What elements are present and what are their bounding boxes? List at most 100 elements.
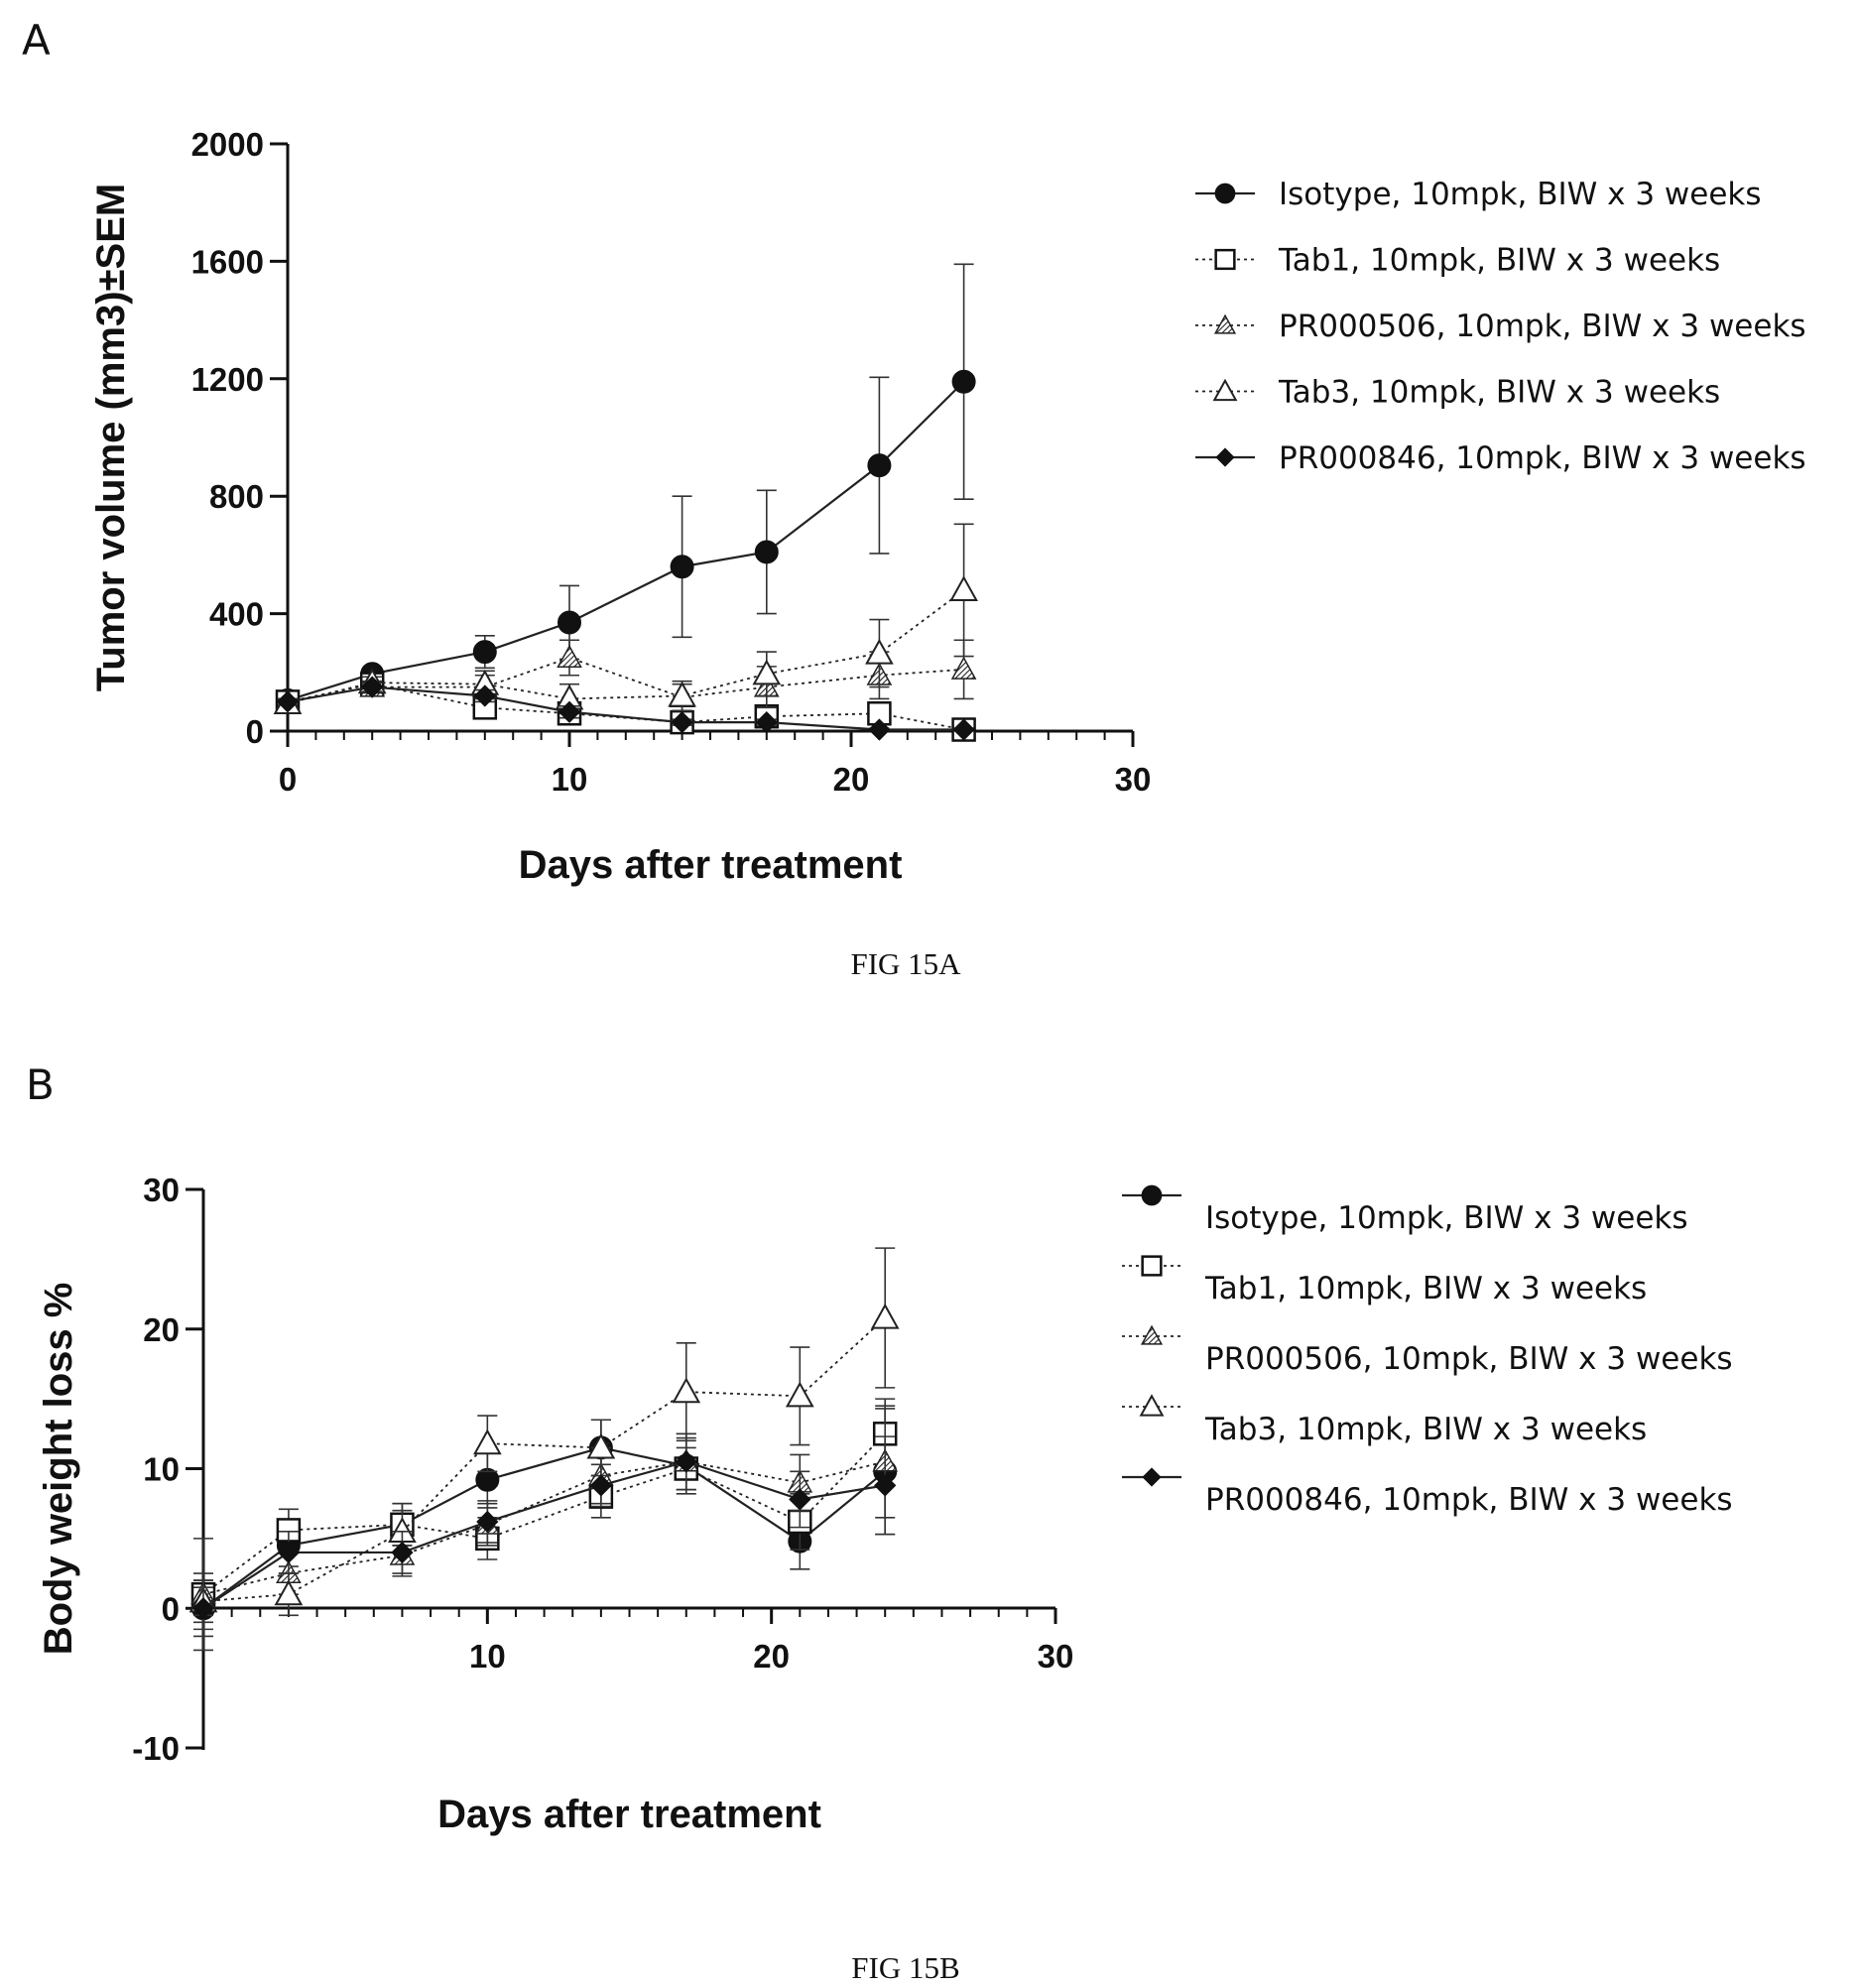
data-point (949, 575, 978, 602)
data-point (472, 1429, 502, 1455)
data-point (274, 1579, 304, 1606)
y-axis-title: Tumor volume (mm3)±SEM (89, 184, 133, 691)
data-point-shape (874, 1474, 897, 1497)
data-point-shape (785, 1381, 814, 1408)
data-point-shape (558, 700, 581, 723)
data-point-shape (276, 690, 300, 713)
legend-label: Isotype, 10mpk, BIW x 3 weeks (1279, 177, 1762, 212)
legend-entry-0: Isotype, 10mpk, BIW x 3 weeks (1195, 177, 1762, 212)
data-point-shape (361, 676, 384, 698)
data-point-shape (672, 1377, 701, 1404)
data-point-shape (277, 1541, 301, 1564)
x-tick-label: 30 (1038, 1638, 1074, 1675)
y-tick-label: 20 (143, 1311, 180, 1348)
legend-marker-shape (1139, 1394, 1165, 1417)
figure-caption-b: FIG 15B (851, 1950, 959, 1985)
y-tick-label: 30 (143, 1172, 180, 1208)
series-4 (191, 1432, 897, 1631)
legend-entry-0: Isotype, 10mpk, BIW x 3 weeks (1122, 1184, 1688, 1236)
legend-marker-shape (1141, 1255, 1163, 1277)
x-axis-title: Days after treatment (519, 843, 903, 887)
x-tick-label: 20 (833, 761, 870, 798)
data-point (277, 1541, 301, 1564)
data-point-shape (789, 1488, 811, 1511)
y-tick-label: 400 (209, 596, 264, 633)
legend-marker (1141, 1184, 1163, 1206)
series-line (202, 1460, 886, 1596)
data-point (789, 1488, 811, 1511)
legend-marker-shape (1140, 1324, 1164, 1345)
chart-b-body-weight-loss: -10 0 10 20 30 10 20 30 Days after treatment Body… (37, 1172, 1733, 1836)
data-point-shape (952, 718, 975, 741)
legend-label: Tab1, 10mpk, BIW x 3 weeks (1204, 1271, 1647, 1306)
series-line (202, 1316, 886, 1603)
data-point (472, 640, 497, 665)
data-point (361, 676, 384, 698)
data-point (874, 1474, 897, 1497)
y-tick-label: 10 (143, 1451, 180, 1488)
data-point (672, 1377, 701, 1404)
data-point-shape (274, 1579, 304, 1606)
legend-entry-1: Tab1, 10mpk, BIW x 3 weeks (1195, 243, 1720, 279)
legend-label: Tab1, 10mpk, BIW x 3 weeks (1278, 243, 1720, 279)
legend-entry-2: PR000506, 10mpk, BIW x 3 weeks (1195, 309, 1806, 344)
data-point-shape (670, 555, 694, 579)
x-tick-label: 10 (469, 1638, 506, 1675)
panel-label-b: B (26, 1060, 55, 1109)
data-point-shape (558, 610, 581, 635)
legend-marker-shape (1215, 447, 1235, 467)
data-point-shape (752, 659, 782, 685)
legend-marker (1212, 378, 1238, 402)
y-tick-label: 2000 (191, 126, 264, 163)
legend-label: PR000506, 10mpk, BIW x 3 weeks (1205, 1341, 1733, 1377)
data-point (785, 1381, 814, 1408)
data-point-shape (476, 1510, 499, 1534)
legend-entry-2: PR000506, 10mpk, BIW x 3 weeks (1122, 1324, 1733, 1377)
y-axis-title: Body weight loss % (37, 1283, 80, 1656)
data-point (668, 681, 696, 707)
series-line (287, 685, 964, 731)
y-tick-label: 1200 (191, 361, 264, 398)
data-point-shape (867, 453, 892, 478)
data-point-shape (755, 710, 778, 734)
data-point-shape (870, 1303, 900, 1329)
figure-caption-a: FIG 15A (850, 946, 961, 981)
data-point (865, 638, 894, 665)
data-point (589, 1474, 613, 1497)
legend-entry-3: Tab3, 10mpk, BIW x 3 weeks (1195, 375, 1720, 411)
data-point (558, 610, 581, 635)
data-point (867, 453, 892, 478)
data-point (670, 555, 694, 579)
data-point-shape (950, 656, 977, 680)
data-point (870, 1303, 900, 1329)
y-tick-label: 800 (209, 478, 264, 515)
series-line (202, 1460, 886, 1610)
legend-label: Tab3, 10mpk, BIW x 3 weeks (1278, 375, 1720, 411)
legend-marker-shape (1214, 183, 1236, 204)
data-point-shape (675, 1450, 697, 1473)
data-point (752, 659, 782, 685)
series-4 (276, 676, 975, 741)
series-0 (276, 263, 976, 712)
data-point (952, 718, 975, 741)
data-point (586, 1432, 616, 1459)
series-line (287, 380, 965, 701)
data-point-shape (865, 638, 894, 665)
x-tick-label: 30 (1115, 761, 1152, 798)
y-tick-label: 0 (162, 1590, 180, 1627)
data-point-shape (191, 1597, 215, 1620)
x-tick-label: 10 (552, 761, 588, 798)
legend-marker (1214, 183, 1236, 204)
data-point (671, 710, 693, 734)
data-point-shape (586, 1432, 616, 1459)
data-point (557, 644, 582, 668)
data-point (276, 690, 300, 713)
data-point (868, 718, 891, 741)
legend-entry-3: Tab3, 10mpk, BIW x 3 weeks (1122, 1394, 1647, 1447)
legend-label: Tab3, 10mpk, BIW x 3 weeks (1204, 1412, 1647, 1447)
panel-label-a: A (22, 16, 51, 64)
legend-marker (1142, 1467, 1162, 1487)
legend-marker-shape (1212, 378, 1238, 402)
legend-entry-4: PR000846, 10mpk, BIW x 3 weeks (1195, 440, 1806, 476)
series-line (287, 683, 964, 731)
